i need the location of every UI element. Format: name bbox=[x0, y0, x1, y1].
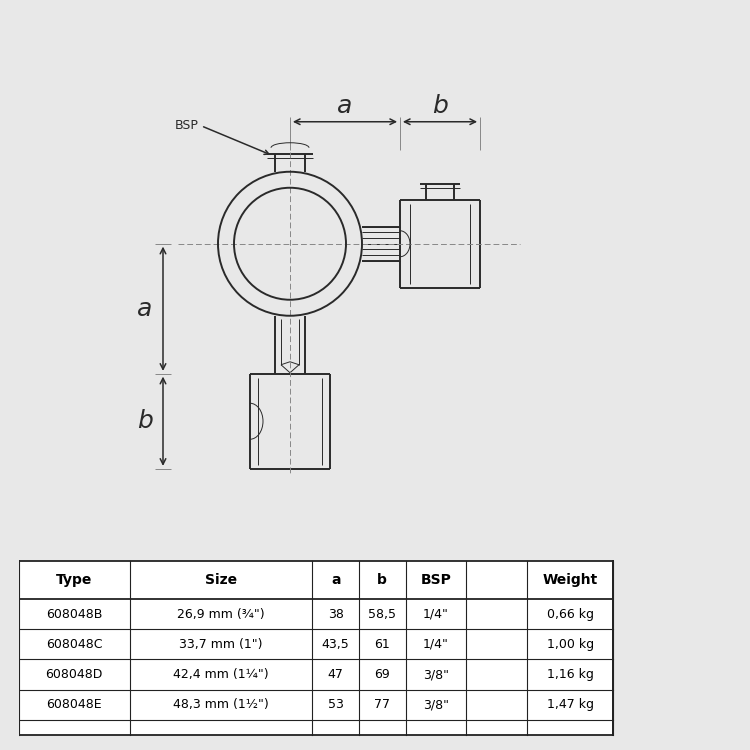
Text: Type: Type bbox=[56, 573, 92, 586]
Text: 58,5: 58,5 bbox=[368, 608, 396, 620]
Text: 42,4 mm (1¼"): 42,4 mm (1¼") bbox=[173, 668, 269, 681]
Text: a: a bbox=[331, 573, 340, 586]
Text: 1,00 kg: 1,00 kg bbox=[547, 638, 594, 651]
Text: 3/8": 3/8" bbox=[423, 698, 449, 711]
Text: 608048B: 608048B bbox=[46, 608, 103, 620]
Text: 69: 69 bbox=[374, 668, 390, 681]
Bar bbox=[19, 560, 614, 735]
Text: 26,9 mm (¾"): 26,9 mm (¾") bbox=[177, 608, 265, 620]
Text: 1,16 kg: 1,16 kg bbox=[547, 668, 594, 681]
Text: 608048E: 608048E bbox=[46, 698, 102, 711]
Text: 1,47 kg: 1,47 kg bbox=[547, 698, 594, 711]
Text: b: b bbox=[377, 573, 387, 586]
Text: Weight: Weight bbox=[543, 573, 598, 586]
Text: 3/8": 3/8" bbox=[423, 668, 449, 681]
Text: 38: 38 bbox=[328, 608, 344, 620]
Text: 48,3 mm (1½"): 48,3 mm (1½") bbox=[173, 698, 269, 711]
Text: 53: 53 bbox=[328, 698, 344, 711]
Text: 0,66 kg: 0,66 kg bbox=[547, 608, 594, 620]
Text: 1/4": 1/4" bbox=[423, 608, 449, 620]
Text: Size: Size bbox=[205, 573, 237, 586]
Text: 77: 77 bbox=[374, 698, 390, 711]
Text: b: b bbox=[432, 94, 448, 118]
Text: b: b bbox=[137, 410, 153, 434]
Text: BSP: BSP bbox=[175, 119, 199, 132]
Text: 43,5: 43,5 bbox=[322, 638, 350, 651]
Text: 608048C: 608048C bbox=[46, 638, 103, 651]
Text: 61: 61 bbox=[374, 638, 390, 651]
Text: 608048D: 608048D bbox=[46, 668, 103, 681]
Text: 1/4": 1/4" bbox=[423, 638, 449, 651]
Text: BSP: BSP bbox=[421, 573, 452, 586]
Text: 33,7 mm (1"): 33,7 mm (1") bbox=[179, 638, 262, 651]
Text: 47: 47 bbox=[328, 668, 344, 681]
Text: a: a bbox=[338, 94, 352, 118]
Text: a: a bbox=[137, 297, 153, 321]
